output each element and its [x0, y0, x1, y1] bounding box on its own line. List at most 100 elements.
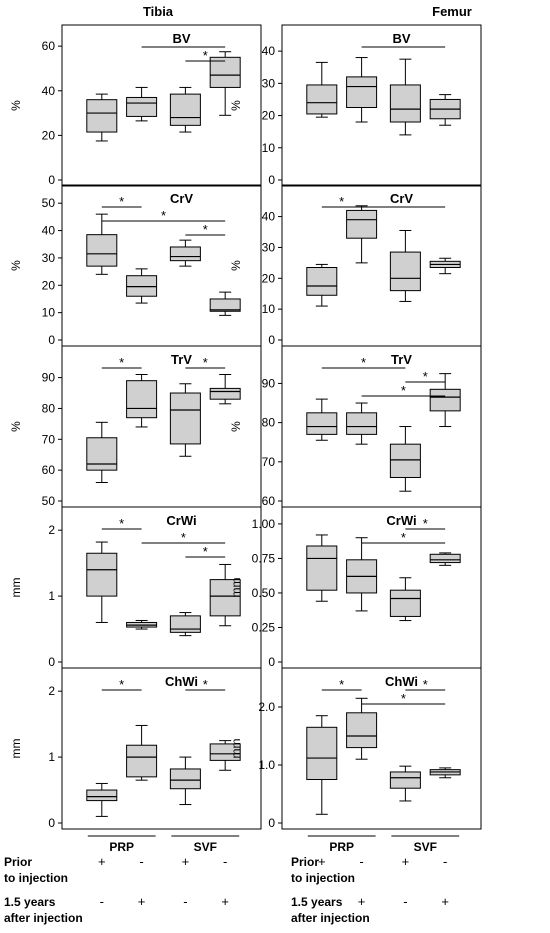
box-iqr: [126, 744, 158, 778]
box-4: [209, 374, 241, 405]
post-label-line2: after injection: [291, 911, 370, 925]
condition-labels: PRP SVF Prior to injection 1.5 years after in…: [4, 835, 460, 925]
significance-star: *: [203, 677, 208, 692]
y-axis-label: mm: [229, 739, 243, 759]
panel-label-backing: [390, 32, 413, 45]
box-3: [389, 577, 421, 622]
y-axis-label: mm: [9, 578, 23, 598]
box-iqr: [86, 437, 118, 471]
box-4: [429, 767, 461, 779]
column-title-tibia: Tibia: [143, 4, 174, 19]
significance-star: *: [203, 222, 208, 237]
box-3: [169, 86, 201, 133]
y-tick-label: 50: [42, 196, 56, 210]
box-iqr: [389, 251, 421, 292]
box-iqr: [86, 552, 118, 597]
panel-frame: [61, 24, 262, 187]
significance-star: *: [423, 516, 428, 531]
y-tick-label: 30: [42, 251, 56, 265]
box-iqr: [209, 387, 241, 400]
panel-label-backing: [382, 514, 421, 527]
y-tick-label: 60: [262, 494, 276, 508]
y-tick-label: 20: [42, 128, 56, 142]
y-tick-label: 30: [262, 76, 276, 90]
group-label-prp: PRP: [329, 840, 354, 854]
post-sign: -: [183, 894, 187, 909]
prior-sign: +: [98, 854, 106, 869]
panel-label: TrV: [171, 352, 192, 367]
post-sign: -: [403, 894, 407, 909]
y-tick-label: 70: [42, 432, 56, 446]
y-tick-label: 0: [48, 655, 55, 669]
box-iqr: [169, 768, 201, 790]
panel-label: ChWi: [165, 674, 198, 689]
panel-label-backing: [162, 514, 201, 527]
box-4: [429, 94, 461, 126]
box-4: [209, 291, 241, 316]
significance-star: *: [203, 544, 208, 559]
post-label-line1: 1.5 years: [4, 895, 56, 909]
panel-label: CrV: [170, 191, 193, 206]
prior-sign: -: [139, 854, 143, 869]
box-2: [346, 57, 378, 123]
prior-label-line2: to injection: [4, 871, 68, 885]
box-iqr: [169, 93, 201, 126]
post-sign: +: [441, 894, 449, 909]
y-tick-label: 10: [262, 302, 276, 316]
significance-star: *: [423, 369, 428, 384]
post-sign: -: [320, 894, 324, 909]
box-iqr: [169, 615, 201, 633]
box-3: [169, 383, 201, 457]
significance-star: *: [401, 383, 406, 398]
post-sign: +: [138, 894, 146, 909]
box-1: [306, 263, 338, 307]
y-tick-label: 0.75: [252, 551, 276, 565]
box-4: [429, 257, 461, 275]
box-iqr: [389, 589, 421, 617]
y-tick-label: 60: [42, 463, 56, 477]
group-label-svf: SVF: [414, 840, 437, 854]
panel-femur-chwi: 0 1.0 2.0 mm * * * ChWi: [229, 667, 482, 830]
box-4: [429, 552, 461, 566]
y-tick-label: 1: [48, 750, 55, 764]
panel-tibia-crv: 0 10 20 30 40 50% * * * CrV: [9, 184, 262, 347]
prior-sign: +: [318, 854, 326, 869]
y-tick-label: 0: [48, 173, 55, 187]
box-2: [126, 724, 158, 781]
post-label-line1: 1.5 years: [291, 895, 343, 909]
box-iqr: [209, 743, 241, 761]
y-tick-label: 90: [42, 371, 56, 385]
box-iqr: [169, 246, 201, 262]
box-4: [209, 51, 241, 116]
panel-label: CrV: [390, 191, 413, 206]
box-2: [126, 374, 158, 428]
y-axis-label: mm: [9, 739, 23, 759]
box-2: [126, 268, 158, 304]
y-tick-label: 70: [262, 455, 276, 469]
box-1: [306, 398, 338, 441]
significance-star: *: [119, 355, 124, 370]
significance-star: *: [339, 194, 344, 209]
y-tick-label: 0: [268, 816, 275, 830]
y-tick-label: 20: [42, 278, 56, 292]
box-iqr: [306, 412, 338, 435]
box-1: [86, 541, 118, 623]
y-tick-label: 40: [262, 44, 276, 58]
prior-sign: -: [443, 854, 447, 869]
box-3: [389, 229, 421, 302]
box-3: [169, 239, 201, 267]
box-3: [389, 58, 421, 136]
y-tick-label: 0: [268, 333, 275, 347]
significance-star: *: [401, 530, 406, 545]
prior-sign: +: [402, 854, 410, 869]
prior-sign: +: [182, 854, 190, 869]
box-iqr: [306, 267, 338, 296]
y-tick-label: 50: [42, 494, 56, 508]
significance-star: *: [181, 530, 186, 545]
group-label-prp: PRP: [109, 840, 134, 854]
y-axis-label: %: [229, 100, 243, 111]
box-iqr: [346, 412, 378, 435]
box-iqr: [306, 84, 338, 115]
